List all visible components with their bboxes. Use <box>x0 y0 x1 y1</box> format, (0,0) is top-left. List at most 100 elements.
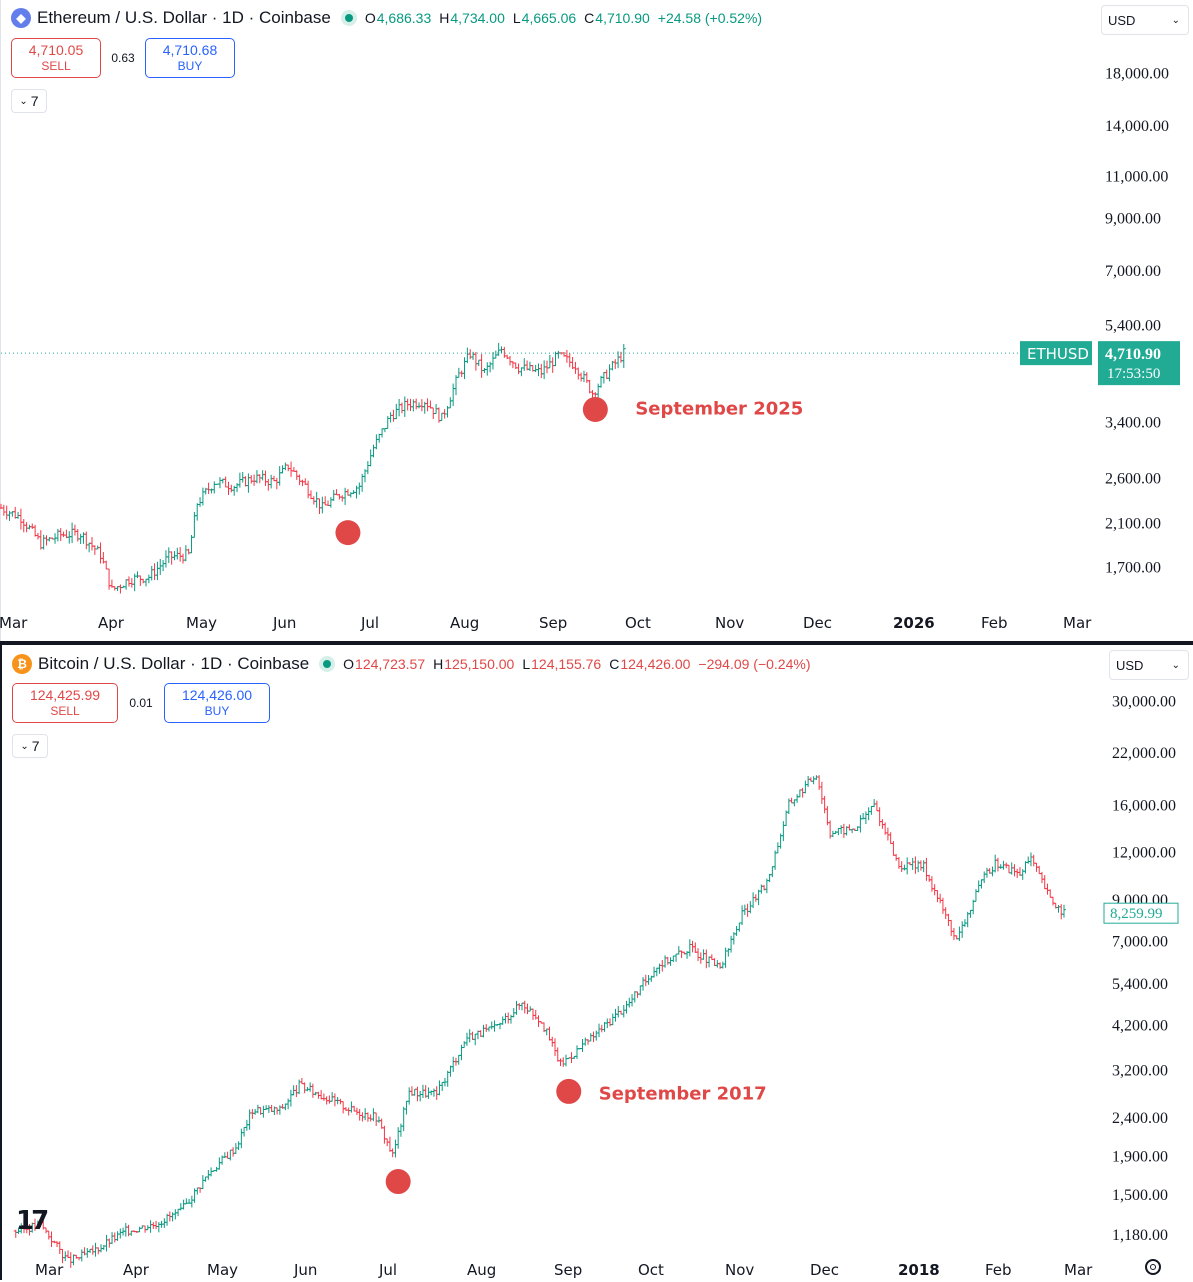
x-axis-tick-label: Dec <box>803 614 832 632</box>
low-value: 124,155.76 <box>531 656 602 672</box>
sell-label: SELL <box>41 59 71 73</box>
panel-divider[interactable] <box>0 641 1193 643</box>
buy-button[interactable]: 124,426.00 BUY <box>164 683 270 723</box>
btc-symbol-header: ₿ Bitcoin / U.S. Dollar · 1D · Coinbase … <box>12 654 811 674</box>
x-axis-tick-label: May <box>207 1261 238 1279</box>
market-open-status-icon <box>344 14 353 22</box>
y-axis-tick-label: 9,000.00 <box>1105 211 1161 228</box>
close-value: 124,426.00 <box>620 656 691 672</box>
x-axis-tick-label: 2018 <box>898 1261 940 1279</box>
indicators-count: 7 <box>31 738 40 754</box>
y-axis-tick-label: 1,180.00 <box>1112 1227 1168 1244</box>
price-tag-value: 4,710.90 <box>1105 346 1161 363</box>
x-axis-tick-label: Dec <box>810 1261 839 1279</box>
btc-chart-canvas[interactable]: 30,000.0022,000.0016,000.0012,000.009,00… <box>2 645 1193 1282</box>
x-axis-tick-label: Jun <box>293 1261 317 1279</box>
chevron-down-icon: ⌄ <box>19 95 28 107</box>
spread-value: 0.01 <box>129 696 153 710</box>
bitcoin-icon: ₿ <box>12 654 32 674</box>
chevron-down-icon: ⌄ <box>1171 659 1180 671</box>
eth-symbol-title[interactable]: Ethereum / U.S. Dollar · 1D · Coinbase <box>37 8 331 27</box>
annotation-marker-dot <box>385 1169 411 1195</box>
currency-value: USD <box>1108 12 1136 28</box>
x-axis-tick-label: Mar <box>1063 614 1092 632</box>
x-axis-tick-label: Sep <box>539 614 567 632</box>
eth-symbol-header: ◆ Ethereum / U.S. Dollar · 1D · Coinbase… <box>11 8 762 28</box>
y-axis-tick-label: 7,000.00 <box>1112 933 1168 950</box>
x-axis-tick-label: Mar <box>35 1261 64 1279</box>
x-axis-tick-label: Oct <box>638 1261 664 1279</box>
settings-gear-icon[interactable] <box>1145 1259 1161 1275</box>
ohlc-bars <box>13 775 1066 1268</box>
x-axis-tick-label: Nov <box>725 1261 754 1279</box>
sell-label: SELL <box>50 704 80 718</box>
open-label: O <box>364 10 376 26</box>
btc-ohlc-values: O124,723.57 H125,150.00 L124,155.76 C124… <box>343 656 810 672</box>
y-axis-tick-label: 18,000.00 <box>1105 65 1169 82</box>
low-value: 4,665.06 <box>521 10 577 26</box>
currency-select[interactable]: USD ⌄ <box>1109 650 1189 680</box>
y-axis-tick-label: 2,600.00 <box>1105 471 1161 488</box>
spread-value: 0.63 <box>111 51 135 65</box>
sell-button[interactable]: 124,425.99 SELL <box>12 683 118 723</box>
eth-chart-panel[interactable]: 18,000.00 14,000.00 11,000.00 9,000.00 7,000… <box>0 0 1193 641</box>
close-value: 4,710.90 <box>595 10 650 26</box>
annotation-marker-dot <box>335 520 361 546</box>
x-axis-tick-label: Sep <box>554 1261 582 1279</box>
eth-trade-buttons: 4,710.05 SELL 0.63 4,710.68 BUY <box>11 38 235 78</box>
low-label: L <box>522 656 531 672</box>
x-axis-tick-label: Apr <box>123 1261 150 1279</box>
annotation-marker-dot <box>556 1078 582 1104</box>
low-label: L <box>512 10 521 26</box>
x-axis-tick-label: Oct <box>625 614 651 632</box>
indicators-toggle-button[interactable]: ⌄ 7 <box>11 89 47 113</box>
y-axis-tick-label: 11,000.00 <box>1105 168 1168 185</box>
btc-chart-panel[interactable]: 30,000.00 22,000.00 16,000.00 12,000.00 9,00… <box>0 643 1193 1280</box>
buy-label: BUY <box>204 704 230 718</box>
tradingview-logo[interactable]: 17 <box>16 1206 49 1236</box>
currency-select[interactable]: USD ⌄ <box>1101 5 1189 35</box>
buy-label: BUY <box>177 59 203 73</box>
y-axis-tick-label: 2,400.00 <box>1112 1110 1168 1127</box>
change-value: −294.09 (−0.24%) <box>698 656 811 672</box>
price-tag-value: 8,259.99 <box>1110 906 1163 922</box>
sell-button[interactable]: 4,710.05 SELL <box>11 38 101 78</box>
x-axis-tick-label: Nov <box>715 614 744 632</box>
y-axis-tick-label: 5,400.00 <box>1112 976 1168 993</box>
x-axis-tick-label: Jun <box>272 614 296 632</box>
x-axis-tick-label: Mar <box>0 614 28 632</box>
price-tag-countdown: 17:53:50 <box>1107 366 1160 382</box>
y-axis-tick-label: 4,200.00 <box>1112 1018 1168 1035</box>
y-axis-tick-label: 5,400.00 <box>1105 318 1161 335</box>
ohlc-bars <box>0 342 626 594</box>
price-tag-background <box>1103 902 1179 924</box>
y-axis-tick-label: 14,000.00 <box>1105 118 1169 135</box>
x-axis-tick-label: Jul <box>378 1261 397 1279</box>
y-axis-tick-label: 12,000.00 <box>1112 845 1176 862</box>
sell-price: 4,710.05 <box>28 42 84 58</box>
x-axis-tick-label: Feb <box>981 614 1008 632</box>
buy-price: 124,426.00 <box>181 687 253 703</box>
high-value: 125,150.00 <box>444 656 515 672</box>
close-label: C <box>609 656 620 672</box>
buy-button[interactable]: 4,710.68 BUY <box>145 38 235 78</box>
x-axis-tick-label: May <box>186 614 217 632</box>
y-axis-tick-label: 3,400.00 <box>1105 414 1161 431</box>
high-label: H <box>433 656 444 672</box>
change-value: +24.58 (+0.52%) <box>657 10 763 26</box>
open-value: 124,723.57 <box>355 656 426 672</box>
annotation-marker-dot <box>582 396 608 422</box>
btc-trade-buttons: 124,425.99 SELL 0.01 124,426.00 BUY <box>12 683 270 723</box>
btc-symbol-title[interactable]: Bitcoin / U.S. Dollar · 1D · Coinbase <box>38 654 310 673</box>
open-label: O <box>343 656 355 672</box>
high-label: H <box>439 10 450 26</box>
high-value: 4,734.00 <box>450 10 505 26</box>
eth-chart-canvas[interactable]: 18,000.00 14,000.00 11,000.00 9,000.00 7,000… <box>0 0 1193 641</box>
indicators-toggle-button[interactable]: ⌄ 7 <box>12 734 48 758</box>
x-axis-tick-label: Aug <box>467 1261 496 1279</box>
x-axis-tick-label: Feb <box>985 1261 1012 1279</box>
open-value: 4,686.33 <box>376 10 432 26</box>
y-axis-tick-label: 1,700.00 <box>1105 560 1161 577</box>
y-axis-tick-label: 2,100.00 <box>1105 515 1161 532</box>
symbol-tag-label: ETHUSD <box>1027 345 1089 363</box>
